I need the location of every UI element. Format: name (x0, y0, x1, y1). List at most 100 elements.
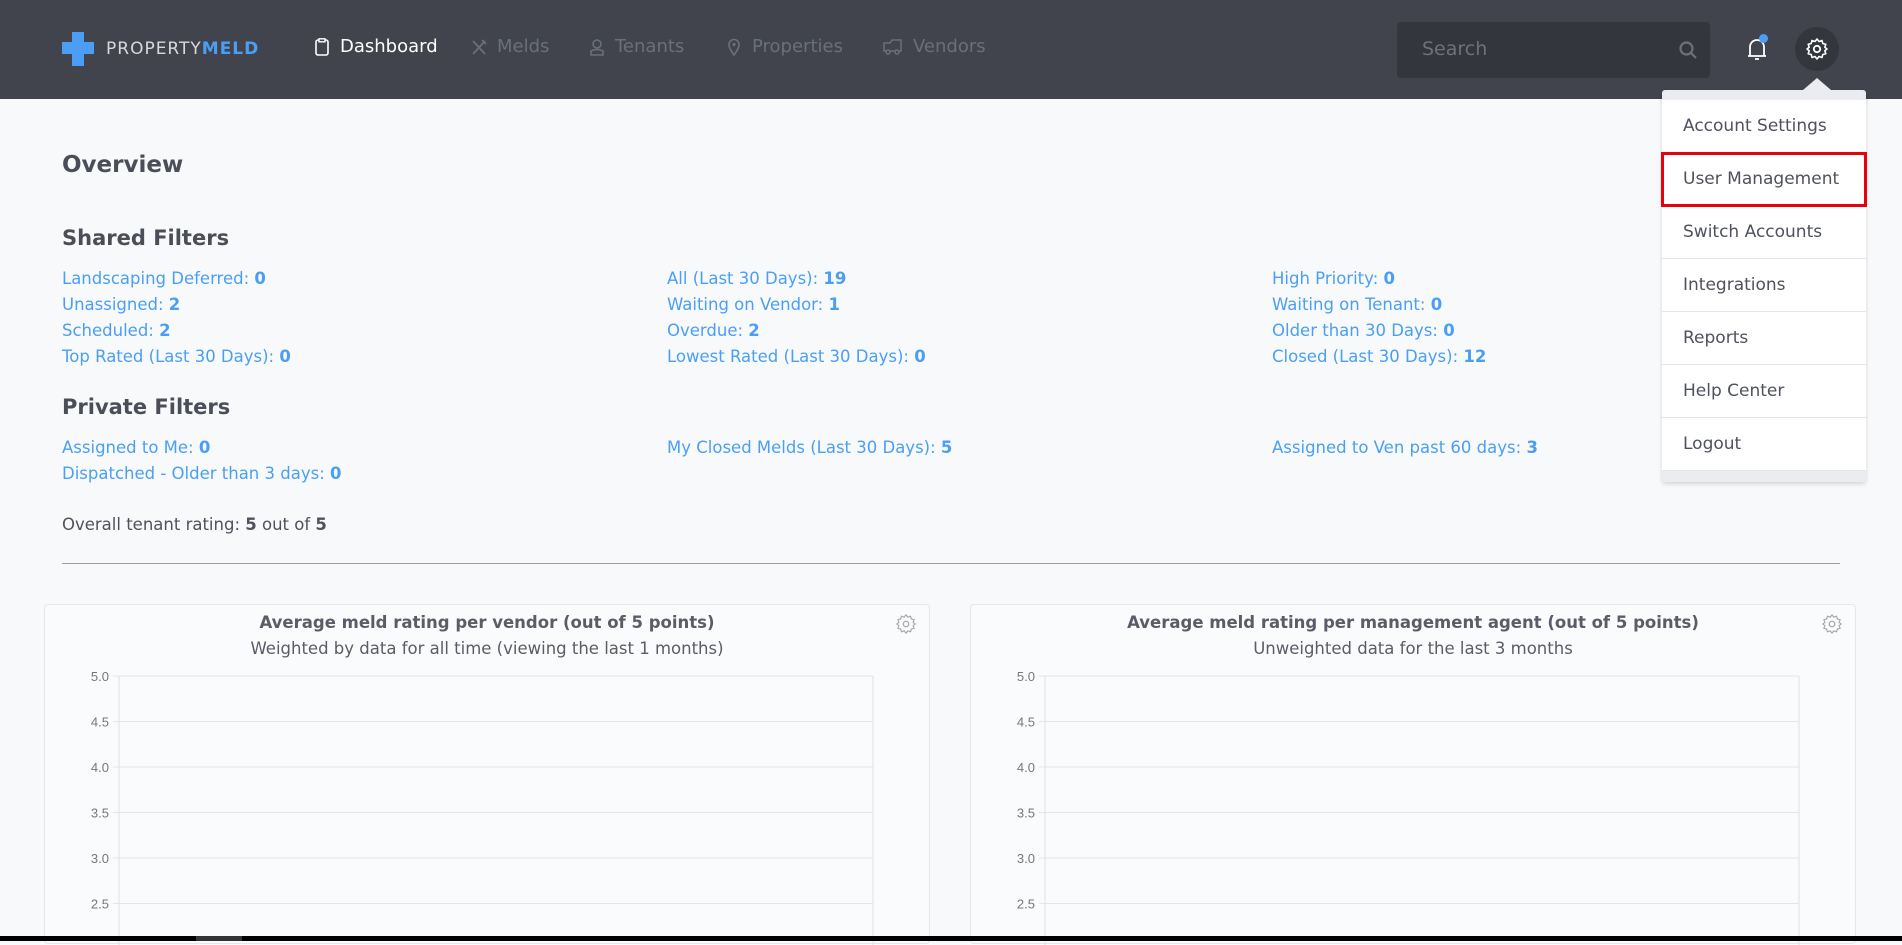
filter-label: Landscaping Deferred: (62, 269, 250, 288)
menu-reports[interactable]: Reports (1662, 312, 1866, 365)
y-tick-label: 3.0 (1017, 851, 1035, 866)
filter-link[interactable]: High Priority: 0 (1272, 269, 1395, 288)
nav-properties[interactable]: Properties (725, 36, 843, 57)
y-tick-label: 3.5 (91, 806, 109, 821)
filter-count: 0 (198, 438, 211, 457)
filter-label: My Closed Melds (Last 30 Days): (667, 438, 936, 457)
filter-label: Closed (Last 30 Days): (1272, 347, 1459, 366)
menu-integrations[interactable]: Integrations (1662, 259, 1866, 312)
search-box[interactable] (1397, 22, 1710, 78)
filter-count: 0 (1383, 269, 1395, 288)
bell-icon[interactable] (1746, 36, 1768, 62)
filter-link[interactable]: Waiting on Tenant: 0 (1272, 295, 1442, 314)
y-tick-label: 4.5 (91, 715, 109, 730)
filter-count: 2 (748, 321, 760, 340)
top-nav: PROPERTYMELD Dashboard Melds Tenants Pro… (0, 0, 1902, 99)
filter-link[interactable]: Overdue: 2 (667, 321, 760, 340)
filter-label: Assigned to Ven past 60 days: (1272, 438, 1522, 457)
clipboard-icon (315, 37, 329, 56)
settings-dropdown: Account Settings User Management Switch … (1661, 78, 1867, 482)
y-tick-label: 2.5 (91, 897, 109, 912)
filter-link[interactable]: Assigned to Ven past 60 days: 3 (1272, 438, 1538, 457)
filter-link[interactable]: My Closed Melds (Last 30 Days): 5 (667, 438, 952, 457)
y-tick-label: 5.0 (1017, 669, 1035, 684)
nav-melds[interactable]: Melds (470, 36, 549, 57)
filter-link[interactable]: All (Last 30 Days): 19 (667, 269, 846, 288)
filter-link[interactable]: Waiting on Vendor: 1 (667, 295, 840, 314)
menu-account-settings[interactable]: Account Settings (1662, 100, 1866, 153)
y-tick-label: 3.0 (91, 851, 109, 866)
y-tick-label: 2.5 (1017, 897, 1035, 912)
filter-count: 2 (159, 321, 171, 340)
gear-icon (1806, 38, 1828, 60)
chart-gear-icon[interactable] (895, 613, 917, 635)
filter-link[interactable]: Lowest Rated (Last 30 Days): 0 (667, 347, 926, 366)
chart-subtitle: Unweighted data for the last 3 months (1253, 639, 1573, 658)
settings-button[interactable] (1795, 27, 1839, 71)
filter-count: 3 (1526, 438, 1538, 457)
filter-label: Dispatched - Older than 3 days: (62, 464, 325, 483)
filter-label: Unassigned: (62, 295, 164, 314)
filter-label: Overdue: (667, 321, 744, 340)
menu-help-center[interactable]: Help Center (1662, 365, 1866, 418)
nav-tenants[interactable]: Tenants (588, 36, 684, 57)
filter-label: High Priority: (1272, 269, 1379, 288)
chart-title: Average meld rating per vendor (out of 5… (259, 613, 715, 632)
propertymeld-logo[interactable]: PROPERTYMELD (62, 32, 259, 66)
filter-count: 0 (1443, 321, 1455, 340)
filter-count: 0 (914, 347, 926, 366)
filter-count: 1 (828, 295, 840, 314)
truck-icon (883, 38, 902, 55)
filter-link[interactable]: Top Rated (Last 30 Days): 0 (62, 347, 291, 366)
filter-label: Waiting on Vendor: (667, 295, 824, 314)
person-icon (590, 38, 604, 56)
filter-count: 12 (1463, 347, 1487, 366)
search-icon[interactable] (1678, 40, 1698, 60)
map-pin-icon (728, 38, 740, 56)
filter-label: All (Last 30 Days): (667, 269, 819, 288)
filter-link[interactable]: Dispatched - Older than 3 days: 0 (62, 464, 342, 483)
vendor-rating-chart: Average meld rating per vendor (out of 5… (44, 604, 930, 945)
filter-label: Assigned to Me: (62, 438, 194, 457)
filter-count: 19 (823, 269, 847, 288)
filter-count: 5 (940, 438, 953, 457)
filter-link[interactable]: Older than 30 Days: 0 (1272, 321, 1455, 340)
y-tick-label: 3.5 (1017, 806, 1035, 821)
filter-link[interactable]: Landscaping Deferred: 0 (62, 269, 266, 288)
filter-link[interactable]: Closed (Last 30 Days): 12 (1272, 347, 1486, 366)
chart-title: Average meld rating per management agent… (1127, 613, 1699, 632)
notification-dot (1759, 34, 1768, 43)
filter-count: 0 (1430, 295, 1443, 314)
divider (62, 563, 1840, 564)
y-tick-label: 4.0 (91, 760, 109, 775)
chart-subtitle: Weighted by data for all time (viewing t… (250, 639, 724, 658)
filter-link[interactable]: Scheduled: 2 (62, 321, 171, 340)
search-input[interactable] (1422, 38, 1662, 60)
shared-filters-heading: Shared Filters (62, 226, 230, 250)
taskbar (0, 936, 1902, 941)
chart-gear-icon[interactable] (1821, 613, 1843, 635)
tools-icon (472, 38, 487, 55)
chart-plot: 5.0 4.5 4.0 3.5 3.0 2.5 (91, 669, 874, 945)
filter-label: Top Rated (Last 30 Days): (62, 347, 275, 366)
filter-count: 0 (254, 269, 266, 288)
filter-label: Scheduled: (62, 321, 154, 340)
filter-count: 0 (330, 464, 342, 483)
menu-switch-accounts[interactable]: Switch Accounts (1662, 206, 1866, 259)
filter-label: Lowest Rated (Last 30 Days): (667, 347, 909, 366)
nav-vendors[interactable]: Vendors (882, 36, 986, 57)
filter-link[interactable]: Unassigned: 2 (62, 295, 180, 314)
y-tick-label: 4.5 (1017, 715, 1035, 730)
agent-rating-chart: Average meld rating per management agent… (970, 604, 1856, 945)
filter-count: 2 (168, 295, 181, 314)
filter-count: 0 (279, 347, 291, 366)
overall-tenant-rating: Overall tenant rating: 5 out of 5 (62, 515, 327, 534)
y-tick-label: 4.0 (1017, 760, 1035, 775)
menu-logout[interactable]: Logout (1662, 418, 1866, 471)
filter-label: Older than 30 Days: (1272, 321, 1438, 340)
menu-user-management[interactable]: User Management (1661, 152, 1867, 207)
nav-dashboard[interactable]: Dashboard (313, 36, 438, 57)
filter-link[interactable]: Assigned to Me: 0 (62, 438, 210, 457)
logo-icon (62, 32, 94, 66)
page-title: Overview (62, 152, 184, 178)
